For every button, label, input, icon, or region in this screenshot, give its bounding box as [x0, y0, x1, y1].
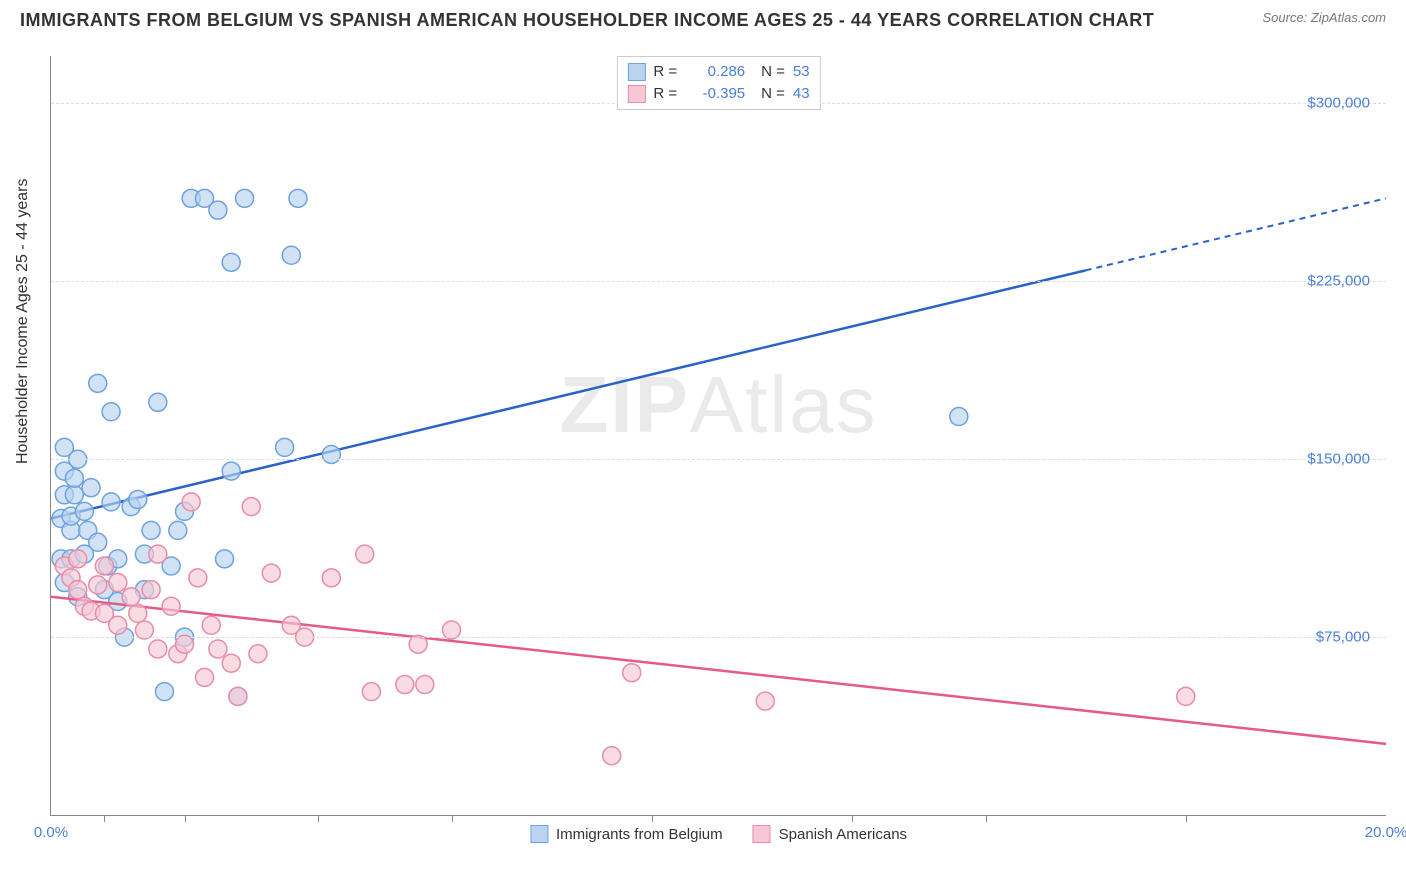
- swatch-icon: [627, 85, 645, 103]
- swatch-icon: [627, 63, 645, 81]
- r-label: R =: [653, 61, 677, 83]
- legend-item: Immigrants from Belgium: [530, 825, 723, 843]
- source-label: Source: ZipAtlas.com: [1262, 10, 1386, 25]
- legend-stats-row: R = 0.286 N = 53: [627, 61, 809, 83]
- y-tick-label: $300,000: [1307, 95, 1370, 112]
- chart-container: Householder Income Ages 25 - 44 years ZI…: [0, 44, 1406, 892]
- plot-area: ZIPAtlas R = 0.286 N = 53 R = -0.395 N =…: [50, 56, 1386, 816]
- n-label: N =: [761, 61, 785, 83]
- y-axis-label: Householder Income Ages 25 - 44 years: [14, 179, 32, 465]
- y-tick-label: $150,000: [1307, 451, 1370, 468]
- x-tick-label: 20.0%: [1365, 824, 1406, 841]
- n-value: 43: [793, 83, 810, 105]
- n-label: N =: [761, 83, 785, 105]
- chart-title: IMMIGRANTS FROM BELGIUM VS SPANISH AMERI…: [20, 10, 1154, 31]
- legend-item: Spanish Americans: [753, 825, 907, 843]
- swatch-icon: [530, 825, 548, 843]
- swatch-icon: [753, 825, 771, 843]
- y-tick-label: $75,000: [1316, 629, 1370, 646]
- r-value: -0.395: [685, 83, 745, 105]
- n-value: 53: [793, 61, 810, 83]
- r-value: 0.286: [685, 61, 745, 83]
- legend-label: Immigrants from Belgium: [556, 826, 723, 843]
- legend-stats-row: R = -0.395 N = 43: [627, 83, 809, 105]
- legend-label: Spanish Americans: [779, 826, 907, 843]
- x-tick-label: 0.0%: [34, 824, 68, 841]
- y-tick-label: $225,000: [1307, 273, 1370, 290]
- plot-svg: [51, 56, 1386, 815]
- r-label: R =: [653, 83, 677, 105]
- legend-series: Immigrants from Belgium Spanish American…: [530, 825, 907, 843]
- legend-stats: R = 0.286 N = 53 R = -0.395 N = 43: [616, 56, 820, 110]
